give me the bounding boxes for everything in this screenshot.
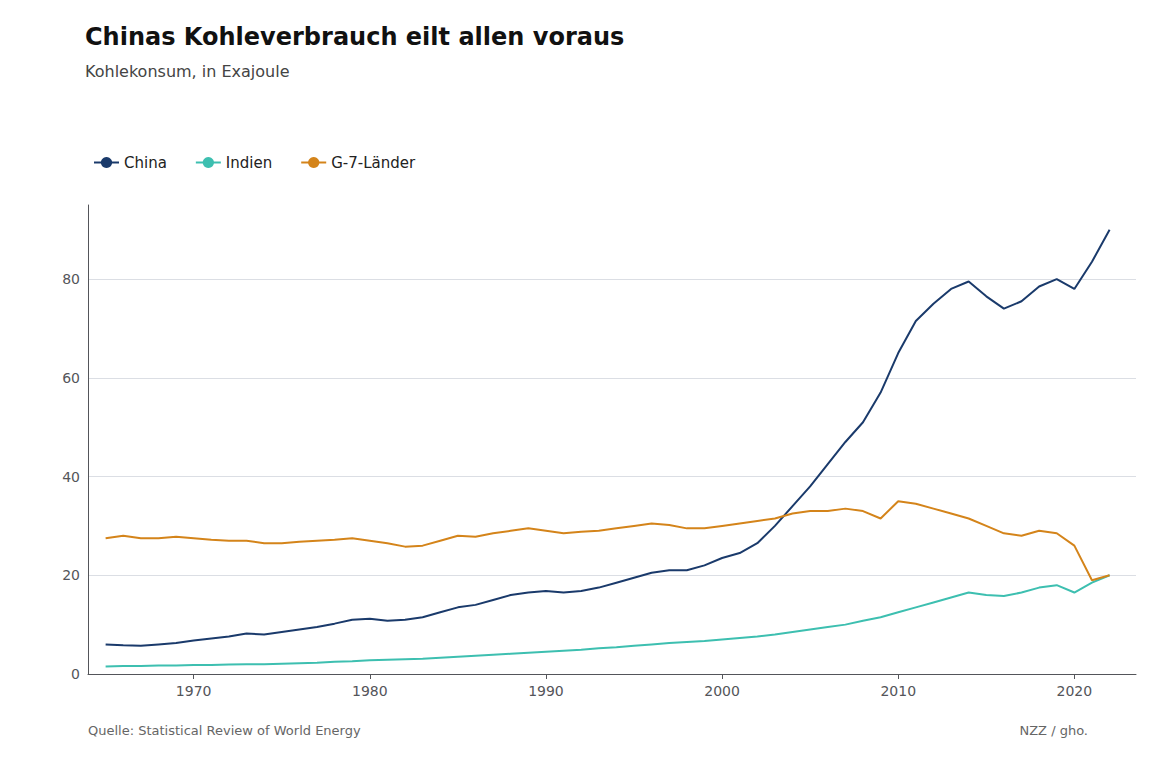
svg-text:2000: 2000 [704, 683, 740, 699]
svg-text:Quelle: Statistical Review of: Quelle: Statistical Review of World Ener… [88, 723, 361, 738]
svg-text:1990: 1990 [528, 683, 564, 699]
svg-text:Indien: Indien [226, 154, 272, 172]
svg-text:China: China [124, 154, 167, 172]
svg-text:40: 40 [62, 469, 80, 485]
svg-text:1970: 1970 [176, 683, 212, 699]
svg-text:NZZ / gho.: NZZ / gho. [1019, 723, 1088, 738]
svg-text:20: 20 [62, 567, 80, 583]
svg-text:2010: 2010 [880, 683, 916, 699]
svg-text:2020: 2020 [1057, 683, 1093, 699]
svg-text:0: 0 [71, 666, 80, 682]
svg-text:Kohlekonsum, in Exajoule: Kohlekonsum, in Exajoule [85, 62, 290, 81]
svg-text:G-7-Länder: G-7-Länder [331, 154, 416, 172]
svg-text:60: 60 [62, 370, 80, 386]
svg-text:80: 80 [62, 271, 80, 287]
svg-text:Chinas Kohleverbrauch eilt all: Chinas Kohleverbrauch eilt allen voraus [85, 23, 624, 51]
svg-text:1980: 1980 [352, 683, 388, 699]
